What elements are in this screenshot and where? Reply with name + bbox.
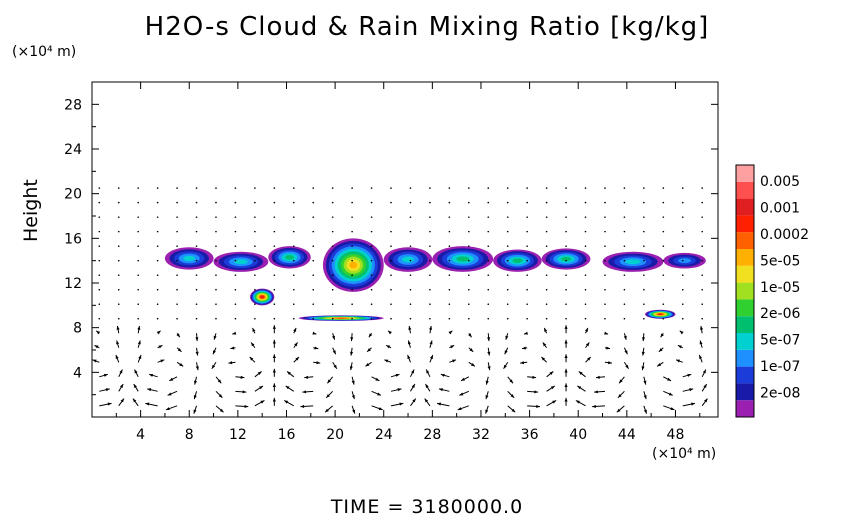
y-tick-label: 20 bbox=[64, 187, 82, 203]
cloud-region-10-level-12 bbox=[260, 296, 264, 298]
cloud-region-4-level-4 bbox=[402, 256, 415, 263]
colorbar-swatch bbox=[736, 400, 754, 417]
colorbar-swatch bbox=[736, 383, 754, 401]
colorbar-swatch bbox=[736, 249, 754, 266]
x-tick-label: 32 bbox=[472, 427, 490, 443]
wind-vector-field bbox=[92, 187, 708, 414]
colorbar-swatch bbox=[736, 265, 754, 283]
colorbar-label: 2e-08 bbox=[760, 386, 800, 402]
colorbar: 0.005 0.001 0.0002 5e-05 1e-05 2e-06 5e-07 1e-0… bbox=[735, 164, 809, 418]
y-tick-label: 4 bbox=[73, 365, 82, 381]
colorbar-swatch bbox=[736, 349, 754, 367]
x-tick-label: 12 bbox=[229, 427, 247, 443]
x-unit-label: (×10⁴ m) bbox=[652, 446, 717, 462]
colorbar-label: 0.005 bbox=[760, 174, 800, 190]
x-tick-label: 16 bbox=[278, 427, 296, 443]
colorbar-swatch bbox=[736, 366, 754, 384]
cloud-region-5-level-5 bbox=[456, 256, 470, 262]
x-tick-label: 4 bbox=[136, 427, 145, 443]
y-tick-label: 8 bbox=[73, 321, 82, 337]
colorbar-swatch bbox=[736, 198, 754, 216]
cloud-region-7-level-5 bbox=[561, 256, 572, 262]
x-tick-label: 20 bbox=[326, 427, 344, 443]
chart-title: H2O-s Cloud & Rain Mixing Ratio [kg/kg] bbox=[144, 12, 710, 42]
x-tick-label: 48 bbox=[667, 427, 685, 443]
colorbar-swatch bbox=[736, 333, 754, 350]
cloud-region-9-level-3 bbox=[678, 258, 692, 264]
time-label: TIME = 3180000.0 bbox=[330, 496, 524, 518]
cloud-region-0-level-4 bbox=[183, 255, 196, 262]
colorbar-label: 5e-05 bbox=[760, 253, 800, 269]
colorbar-swatch bbox=[736, 232, 754, 249]
cloud-region-8-level-4 bbox=[625, 259, 641, 265]
x-tick-label: 44 bbox=[618, 427, 636, 443]
cloud-region-11-level-11 bbox=[336, 317, 346, 319]
x-tick-label: 28 bbox=[423, 427, 441, 443]
colorbar-swatch bbox=[736, 181, 754, 199]
cloud-region-3-level-9 bbox=[349, 261, 358, 269]
x-tick-label: 24 bbox=[375, 427, 393, 443]
colorbar-label: 0.0002 bbox=[760, 227, 809, 243]
x-tick-label: 36 bbox=[521, 427, 539, 443]
colorbar-swatch bbox=[736, 299, 754, 317]
colorbar-swatch bbox=[736, 165, 754, 182]
colorbar-label: 0.001 bbox=[760, 200, 800, 216]
x-tick-label: 8 bbox=[185, 427, 194, 443]
colorbar-swatch bbox=[736, 215, 754, 233]
x-tick-label: 40 bbox=[569, 427, 587, 443]
cloud-region-2-level-5 bbox=[285, 255, 294, 260]
y-tick-label: 16 bbox=[64, 231, 82, 247]
colorbar-swatch bbox=[736, 282, 754, 300]
colorbar-label: 1e-05 bbox=[760, 280, 800, 296]
cloud-region-6-level-5 bbox=[512, 258, 523, 263]
y-tick-label: 24 bbox=[64, 142, 82, 158]
cloud-region-12-level-12 bbox=[658, 313, 662, 315]
colorbar-frame bbox=[735, 164, 755, 418]
colorbar-label: 2e-06 bbox=[760, 306, 800, 322]
cloud-region-1-level-4 bbox=[234, 259, 248, 265]
colorbar-label: 5e-07 bbox=[760, 333, 800, 349]
plot-frame bbox=[91, 81, 719, 418]
colorbar-swatch bbox=[736, 316, 754, 333]
y-tick-label: 12 bbox=[64, 276, 82, 292]
colorbar-label: 1e-07 bbox=[760, 359, 800, 375]
y-tick-label: 28 bbox=[64, 97, 82, 113]
y-unit-label: (×10⁴ m) bbox=[12, 44, 77, 60]
